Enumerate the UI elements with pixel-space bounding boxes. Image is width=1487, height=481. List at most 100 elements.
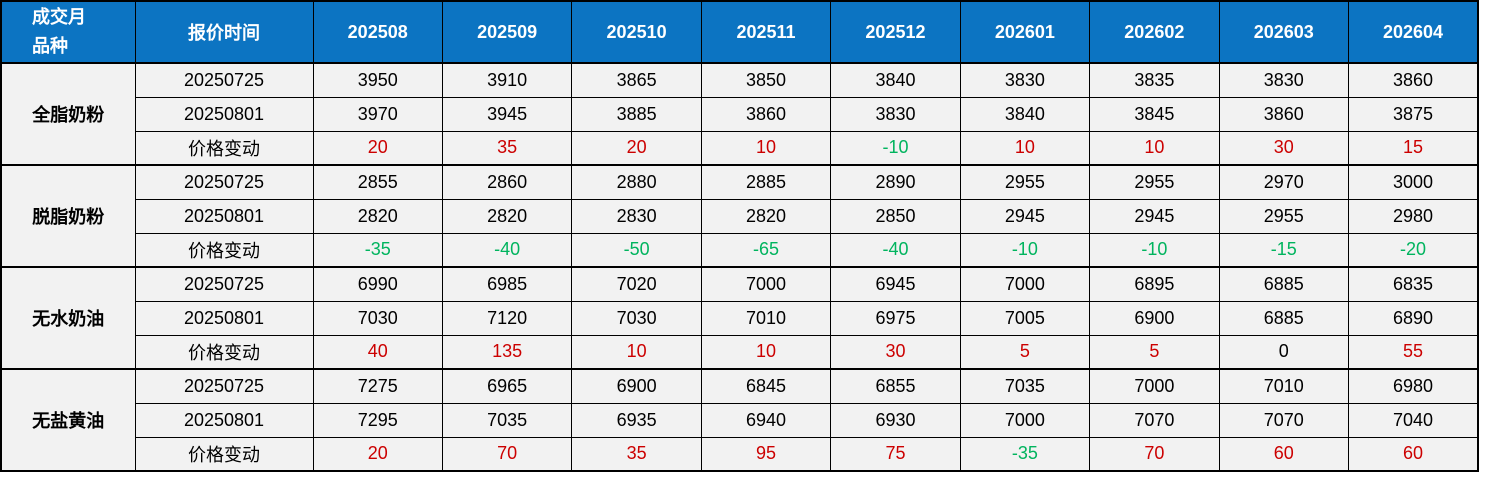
table-row: 价格变动 -35 -40 -50 -65 -40 -10 -10 -15 -20 bbox=[1, 232, 1479, 268]
corner-header-line1: 成交月 bbox=[32, 7, 86, 28]
price-cell: 7010 bbox=[1218, 368, 1350, 404]
price-cell: 7040 bbox=[1348, 402, 1479, 438]
price-cell: 6965 bbox=[441, 368, 573, 404]
price-cell: 3860 bbox=[1348, 62, 1479, 98]
product-cell: 全脂奶粉 bbox=[0, 62, 136, 166]
price-cell: 3830 bbox=[959, 62, 1091, 98]
table-row: 价格变动 20 70 35 95 75 -35 70 60 60 bbox=[1, 436, 1479, 472]
price-cell: 6890 bbox=[1348, 300, 1479, 336]
price-cell: 3845 bbox=[1089, 96, 1220, 132]
price-change-cell: 75 bbox=[830, 436, 961, 472]
price-cell: 3000 bbox=[1348, 164, 1479, 200]
price-change-cell: 60 bbox=[1218, 436, 1350, 472]
price-cell: 6885 bbox=[1218, 300, 1350, 336]
price-cell: 7275 bbox=[312, 368, 443, 404]
price-change-cell: 5 bbox=[1089, 334, 1220, 370]
table-row: 20250801 3970 3945 3885 3860 3830 3840 3845 3860… bbox=[1, 96, 1479, 132]
price-change-cell: 35 bbox=[441, 130, 573, 166]
price-change-cell: -10 bbox=[959, 232, 1091, 268]
table-row: 脱脂奶粉 20250725 2855 2860 2880 2885 2890 2955 2955… bbox=[0, 164, 1479, 268]
price-cell: 7030 bbox=[312, 300, 443, 336]
price-cell: 3970 bbox=[312, 96, 443, 132]
price-cell: 2820 bbox=[312, 198, 443, 234]
price-cell: 6845 bbox=[700, 368, 832, 404]
price-change-cell: 30 bbox=[1218, 130, 1350, 166]
price-cell: 2820 bbox=[700, 198, 832, 234]
price-cell: 2980 bbox=[1348, 198, 1479, 234]
change-row-label: 价格变动 bbox=[134, 130, 314, 166]
price-change-cell: -40 bbox=[441, 232, 573, 268]
price-cell: 7010 bbox=[700, 300, 832, 336]
month-header-202604: 202604 bbox=[1348, 0, 1479, 64]
table-row: 20250801 2820 2820 2830 2820 2850 2945 2945 2955… bbox=[1, 198, 1479, 234]
price-cell: 3860 bbox=[700, 96, 832, 132]
price-cell: 3885 bbox=[571, 96, 702, 132]
price-change-cell: 30 bbox=[830, 334, 961, 370]
price-change-cell: -20 bbox=[1348, 232, 1479, 268]
price-change-cell: -35 bbox=[312, 232, 443, 268]
price-cell: 6980 bbox=[1348, 368, 1479, 404]
month-header-202512: 202512 bbox=[830, 0, 961, 64]
table-row: 20250801 7295 7035 6935 6940 6930 7000 7070 7070… bbox=[1, 402, 1479, 438]
price-cell: 6900 bbox=[1089, 300, 1220, 336]
product-cell: 脱脂奶粉 bbox=[0, 164, 136, 268]
month-header-202509: 202509 bbox=[441, 0, 573, 64]
price-cell: 7035 bbox=[441, 402, 573, 438]
price-cell: 2855 bbox=[312, 164, 443, 200]
product-cell: 无盐黄油 bbox=[0, 368, 136, 472]
price-change-cell: 40 bbox=[312, 334, 443, 370]
price-cell: 7020 bbox=[571, 266, 702, 302]
price-cell: 6895 bbox=[1089, 266, 1220, 302]
price-cell: 6985 bbox=[441, 266, 573, 302]
price-cell: 7070 bbox=[1089, 402, 1220, 438]
price-change-cell: -15 bbox=[1218, 232, 1350, 268]
price-cell: 3830 bbox=[1218, 62, 1350, 98]
price-cell: 2955 bbox=[959, 164, 1091, 200]
price-cell: 3945 bbox=[441, 96, 573, 132]
corner-header-cell: 成交月 品种 bbox=[0, 0, 136, 64]
price-cell: 7070 bbox=[1218, 402, 1350, 438]
price-change-cell: 70 bbox=[1089, 436, 1220, 472]
price-change-cell: -10 bbox=[830, 130, 961, 166]
price-cell: 2955 bbox=[1218, 198, 1350, 234]
price-cell: 7035 bbox=[959, 368, 1091, 404]
price-cell: 3875 bbox=[1348, 96, 1479, 132]
product-cell: 无水奶油 bbox=[0, 266, 136, 370]
price-change-cell: 10 bbox=[571, 334, 702, 370]
price-cell: 7295 bbox=[312, 402, 443, 438]
price-cell: 7000 bbox=[700, 266, 832, 302]
change-row-label: 价格变动 bbox=[134, 436, 314, 472]
quote-date-label: 20250725 bbox=[134, 62, 314, 98]
price-cell: 3860 bbox=[1218, 96, 1350, 132]
price-change-cell: 35 bbox=[571, 436, 702, 472]
price-cell: 2820 bbox=[441, 198, 573, 234]
price-cell: 2945 bbox=[1089, 198, 1220, 234]
table-row: 价格变动 40 135 10 10 30 5 5 0 55 bbox=[1, 334, 1479, 370]
price-cell: 7120 bbox=[441, 300, 573, 336]
price-cell: 2955 bbox=[1089, 164, 1220, 200]
table-header-row: 成交月 品种 报价时间 202508 202509 202510 202511 2025… bbox=[0, 0, 1479, 64]
price-change-cell: 0 bbox=[1218, 334, 1350, 370]
price-cell: 2830 bbox=[571, 198, 702, 234]
quote-date-label: 20250725 bbox=[134, 164, 314, 200]
price-quote-table: 成交月 品种 报价时间 202508 202509 202510 202511 2025… bbox=[0, 0, 1479, 472]
price-change-cell: 10 bbox=[1089, 130, 1220, 166]
price-change-cell: 10 bbox=[700, 130, 832, 166]
quote-date-label: 20250725 bbox=[134, 266, 314, 302]
price-cell: 6835 bbox=[1348, 266, 1479, 302]
month-header-202511: 202511 bbox=[700, 0, 832, 64]
month-header-202602: 202602 bbox=[1089, 0, 1220, 64]
price-cell: 2890 bbox=[830, 164, 961, 200]
price-change-cell: -40 bbox=[830, 232, 961, 268]
month-header-202508: 202508 bbox=[312, 0, 443, 64]
price-cell: 3865 bbox=[571, 62, 702, 98]
quote-date-label: 20250801 bbox=[134, 300, 314, 336]
price-change-cell: 70 bbox=[441, 436, 573, 472]
price-cell: 2970 bbox=[1218, 164, 1350, 200]
price-cell: 2880 bbox=[571, 164, 702, 200]
price-cell: 3840 bbox=[830, 62, 961, 98]
price-change-cell: 20 bbox=[312, 130, 443, 166]
price-change-cell: -65 bbox=[700, 232, 832, 268]
price-cell: 7000 bbox=[1089, 368, 1220, 404]
price-change-cell: 5 bbox=[959, 334, 1091, 370]
